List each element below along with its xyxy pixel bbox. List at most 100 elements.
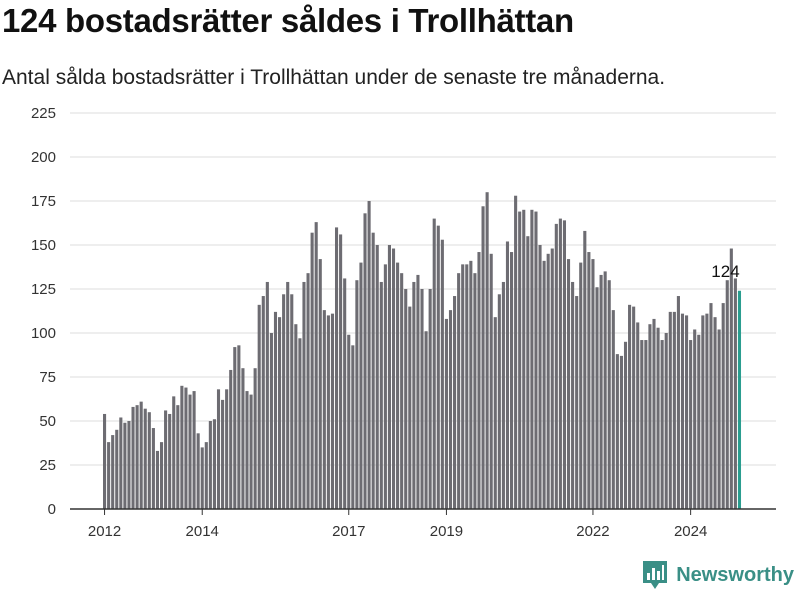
bar — [628, 304, 632, 509]
bar — [330, 313, 335, 509]
bar — [172, 396, 176, 509]
bar — [705, 313, 709, 509]
bar — [607, 280, 611, 509]
y-tick-label: 125 — [31, 281, 56, 298]
bar — [693, 329, 697, 509]
bar — [473, 273, 477, 509]
bar — [184, 387, 188, 509]
bar — [273, 311, 278, 509]
bar — [208, 421, 212, 509]
bar — [151, 428, 155, 509]
bar — [497, 294, 501, 509]
y-tick-label: 175 — [31, 193, 56, 210]
bar — [237, 345, 241, 509]
bar — [408, 306, 412, 509]
bar — [420, 289, 424, 509]
bar — [155, 450, 160, 509]
bar — [676, 296, 680, 509]
bar — [253, 368, 257, 509]
bar — [530, 209, 534, 510]
bar — [143, 408, 147, 509]
bar — [229, 369, 233, 509]
bar — [538, 245, 542, 509]
bar — [326, 315, 330, 509]
bar — [135, 405, 139, 509]
bar — [579, 262, 583, 509]
bar — [599, 274, 603, 509]
bar — [713, 317, 717, 509]
bar — [233, 347, 237, 509]
bar — [322, 310, 326, 509]
bar — [518, 211, 522, 509]
bar — [436, 225, 440, 509]
bar — [672, 311, 676, 509]
bar — [729, 248, 733, 509]
bar — [733, 278, 737, 509]
bar — [623, 341, 628, 509]
x-tick-label: 2022 — [576, 523, 609, 540]
bar — [294, 324, 298, 509]
bar — [501, 281, 505, 509]
bar — [387, 245, 391, 509]
bar — [656, 327, 660, 509]
bar — [310, 232, 314, 509]
bar — [554, 223, 558, 509]
bar — [709, 303, 713, 509]
bar — [400, 273, 404, 509]
bar — [469, 260, 473, 509]
bar — [571, 281, 575, 509]
bar — [334, 227, 339, 509]
y-tick-label: 0 — [48, 501, 56, 518]
bar — [159, 442, 164, 509]
bar — [717, 329, 721, 509]
y-tick-label: 100 — [31, 325, 56, 342]
bar — [489, 253, 493, 509]
bar — [534, 211, 538, 509]
bar — [221, 399, 225, 509]
bar — [119, 417, 123, 509]
bar — [660, 340, 664, 509]
bar — [192, 391, 196, 509]
bar — [249, 394, 253, 509]
bar — [351, 345, 355, 509]
bar — [103, 413, 107, 509]
bar — [428, 289, 432, 509]
brand-logo: Newsworthy — [642, 560, 794, 590]
bar — [261, 296, 265, 509]
bar — [550, 248, 554, 509]
bar — [412, 281, 416, 509]
bar — [355, 280, 359, 509]
bar — [367, 201, 371, 509]
bar — [542, 260, 546, 509]
bar — [347, 334, 351, 509]
bar — [477, 252, 481, 510]
highlight-bar — [737, 290, 742, 509]
bar — [269, 333, 273, 509]
bar — [457, 273, 461, 509]
bar — [216, 389, 221, 509]
bar — [383, 264, 387, 509]
bar — [461, 264, 465, 509]
bar — [245, 391, 249, 509]
bar — [107, 442, 111, 509]
bar — [241, 368, 245, 509]
x-tick-label: 2024 — [674, 523, 707, 540]
bar — [689, 340, 693, 509]
bar — [212, 419, 216, 509]
bar — [111, 435, 115, 509]
chart-title: 124 bostadsrätter såldes i Trollhättan — [2, 2, 574, 39]
y-tick-label: 200 — [31, 149, 56, 166]
bar — [514, 195, 518, 509]
bar — [587, 252, 591, 510]
bar — [619, 355, 623, 509]
x-tick-label: 2017 — [332, 523, 365, 540]
x-tick-label: 2014 — [186, 523, 219, 540]
bar — [225, 389, 229, 509]
bar — [721, 303, 725, 509]
bar — [302, 281, 306, 509]
bar — [510, 252, 514, 510]
bar — [493, 317, 497, 509]
bar — [522, 209, 526, 510]
bar — [404, 289, 408, 509]
